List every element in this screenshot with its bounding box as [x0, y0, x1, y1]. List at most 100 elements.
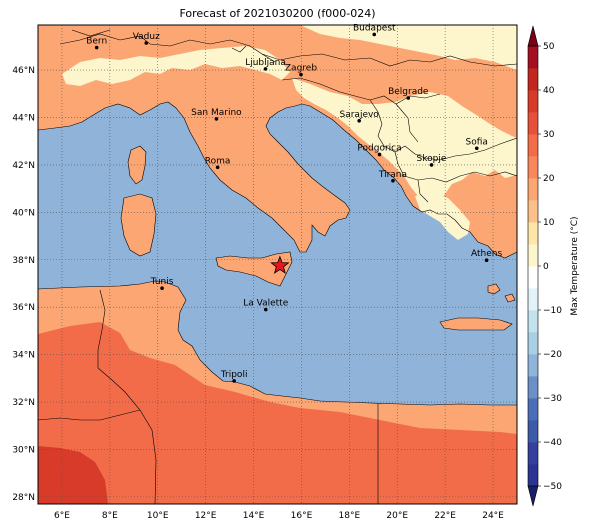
colorbar-segment — [528, 156, 538, 179]
city-label: Ljubljana — [245, 58, 286, 68]
city-label: Budapest — [353, 23, 396, 33]
alps-cool-zone — [62, 46, 290, 86]
city-dot — [357, 119, 361, 123]
crete-island — [439, 317, 513, 331]
colorbar-segment — [528, 398, 538, 421]
lat-tick-label: 36°N — [12, 303, 35, 313]
colorbar-segment — [528, 90, 538, 113]
colorbar-segment — [528, 178, 538, 201]
lat-tick-label: 44°N — [12, 113, 35, 123]
city-dot — [377, 152, 382, 157]
colorbar-segment — [528, 354, 538, 377]
colorbar-tick-label: −20 — [543, 350, 562, 360]
colorbar-tick-label: 50 — [543, 42, 555, 52]
city-dot — [160, 286, 164, 291]
colorbar-segment — [528, 112, 538, 135]
city-dot — [406, 96, 411, 100]
city-label: Tripoli — [220, 370, 248, 380]
colorbar-segment — [528, 200, 538, 223]
city-dot — [214, 117, 219, 121]
star-marker — [270, 255, 290, 274]
axis-ticks: 6°E 8°E 10°E 12°E 14°E 16°E 18°E 20°E 22°E 24°E 28… — [12, 66, 504, 521]
city-dot — [429, 163, 434, 167]
lon-tick-label: 14°E — [243, 511, 265, 521]
colorbar-tick-label: 10 — [543, 218, 555, 228]
lat-tick-label: 30°N — [12, 445, 35, 455]
colorbar-extend-min — [527, 485, 539, 507]
colorbar-segment — [528, 310, 538, 333]
city-dot — [484, 258, 489, 263]
lat-tick-label: 40°N — [12, 208, 35, 218]
city-label: Tunis — [150, 277, 174, 287]
colorbar-tick-label: −40 — [543, 438, 562, 448]
city-label: San Marino — [191, 108, 242, 118]
colorbar-tick-label: −50 — [543, 482, 562, 492]
map-frame — [37, 24, 518, 505]
city-dot — [391, 178, 395, 183]
colorbar-tick-label: 0 — [543, 262, 549, 272]
colorbar-tick-label: 20 — [543, 174, 555, 184]
map-title: Forecast of 2021030200 (f000-024) — [179, 7, 376, 20]
greece-cool-zone — [415, 192, 470, 240]
city-dot — [215, 165, 220, 170]
sardinia-island — [120, 193, 157, 257]
colorbar-segment — [528, 46, 538, 69]
colorbar-segment — [528, 442, 538, 465]
lat-tick-label: 34°N — [12, 351, 35, 361]
city-label: Belgrade — [388, 87, 429, 97]
lon-tick-label: 8°E — [102, 511, 118, 521]
sicily-island — [215, 251, 293, 287]
city-dot — [263, 307, 268, 312]
city-label: Sofia — [466, 137, 488, 147]
map-gridlines — [38, 25, 517, 504]
lon-tick-label: 12°E — [195, 511, 217, 521]
lat-tick-label: 42°N — [12, 161, 35, 171]
colorbar-tick-label: −10 — [543, 306, 562, 316]
lon-tick-label: 22°E — [434, 511, 456, 521]
city-dot — [144, 41, 149, 45]
lat-tick-label: 32°N — [12, 398, 35, 408]
lon-tick-label: 6°E — [54, 511, 70, 521]
city-label: Roma — [205, 156, 231, 166]
lat-tick-label: 46°N — [12, 66, 35, 76]
city-label: Sarajevo — [340, 110, 380, 120]
temperature-colorbar: 50 40 30 20 10 0 −10 −20 −30 −40 −50 — [527, 25, 562, 507]
colorbar-segment — [528, 420, 538, 443]
colorbar-segment — [528, 134, 538, 157]
colorbar-tick-label: 40 — [543, 86, 555, 96]
city-dot — [94, 45, 99, 50]
lat-tick-label: 28°N — [12, 493, 35, 503]
lat-tick-label: 38°N — [12, 256, 35, 266]
aegean-island-a — [487, 283, 501, 295]
colorbar-label: Max Temperature (°C) — [570, 216, 580, 315]
lon-tick-label: 10°E — [147, 511, 169, 521]
event-marker — [270, 255, 290, 274]
city-dot — [299, 72, 303, 77]
city-label: Bern — [86, 37, 107, 47]
lon-tick-label: 20°E — [386, 511, 408, 521]
colorbar-segment — [528, 222, 538, 245]
colorbar-segment — [528, 244, 538, 267]
lon-tick-label: 24°E — [482, 511, 504, 521]
country-borders — [38, 29, 517, 504]
city-label: Athens — [471, 249, 502, 259]
city-dot — [372, 32, 377, 37]
lon-tick-label: 18°E — [339, 511, 361, 521]
colorbar-segment — [528, 332, 538, 355]
city-dot — [474, 146, 479, 151]
africa-hottest-zone — [38, 446, 108, 504]
city-label: Vaduz — [133, 32, 160, 42]
colorbar-tick-label: 30 — [543, 130, 555, 140]
colorbar-segment — [528, 376, 538, 399]
aegean-island-b — [504, 293, 516, 303]
city-label: Skopje — [417, 154, 447, 164]
lon-tick-label: 16°E — [291, 511, 313, 521]
city-label: Podgorica — [357, 143, 401, 153]
colorbar-segment — [528, 68, 538, 91]
city-dot — [232, 379, 236, 383]
colorbar-tick-label: −30 — [543, 394, 562, 404]
colorbar-segment — [528, 288, 538, 311]
colorbar-segment — [528, 464, 538, 487]
